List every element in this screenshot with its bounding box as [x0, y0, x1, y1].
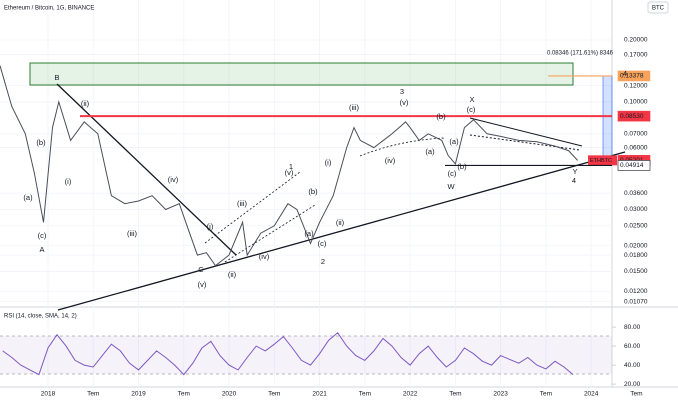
y-tick-label: 0.03600 [624, 190, 648, 197]
rsi-line [2, 332, 574, 376]
price-line [0, 65, 578, 267]
wave-label: W [447, 182, 455, 191]
wave-label: (b) [308, 187, 318, 196]
wave-label: (iv) [259, 252, 270, 261]
rsi-tick-label: 80.00 [624, 324, 641, 331]
y-tick-label: 0.01070 [624, 298, 648, 305]
wave-label: C [198, 265, 204, 274]
rsi-band [0, 336, 612, 374]
wave-label: (a) [23, 193, 33, 202]
x-tick-label: Tem [449, 391, 461, 398]
y-tick-label: 0.03000 [624, 206, 648, 213]
rsi-tick-label: 20.00 [624, 381, 641, 388]
x-tick-label: Tem [268, 391, 280, 398]
support-trendline [57, 151, 626, 311]
currency: BTC [652, 6, 665, 12]
arc-support [359, 137, 446, 157]
x-tick-label: Tem [630, 391, 642, 398]
wave-label: (v) [285, 168, 294, 177]
y-tick-label: 0.07000 [624, 131, 648, 138]
wave-label: (ii) [228, 270, 237, 279]
x-tick-label: Tem [178, 391, 190, 398]
wave-label: B [54, 73, 59, 82]
wave-label: (c) [318, 239, 327, 248]
y-tick-label: 0.01500 [624, 268, 648, 275]
price-label-box [617, 160, 651, 171]
wave-label: (ii) [336, 218, 345, 227]
y-tick-label: 0.12000 [624, 82, 648, 89]
x-tick-label: 2024 [584, 391, 599, 398]
marks [0, 65, 578, 376]
price-tag: ETHBTC [590, 158, 612, 164]
chart-title: Ethereum / Bitcoin, 1G, BINANCE [4, 6, 94, 12]
y-tick-label: 0.02500 [624, 223, 648, 230]
y-tick-label: 0.10000 [624, 99, 648, 106]
wave-label: Y [572, 167, 577, 176]
target-label: 0.08346 (171.61%) 8346 [547, 51, 614, 57]
wave-label: (c) [38, 231, 47, 240]
wave-label: (c) [467, 105, 476, 114]
x-tick-label: Tem [359, 391, 371, 398]
wave-label: (iii) [349, 103, 359, 112]
wedge-bottom [469, 134, 581, 151]
wave-label: A [39, 245, 44, 254]
wave-label: (iv) [168, 175, 179, 184]
wave-label: 1 [289, 162, 293, 171]
wave-label: (iii) [237, 199, 247, 208]
wave-label: (i) [325, 158, 332, 167]
price-tag-box [588, 155, 617, 166]
y-tick-label: 0.06000 [624, 144, 648, 151]
wave-label: (b) [36, 138, 46, 147]
x-tick-label: 2020 [222, 391, 237, 398]
x-tick-label: 2021 [312, 391, 327, 398]
wave-label: (v) [198, 280, 207, 289]
wave-label: (iv) [385, 156, 396, 165]
y-tick-label: 0.01800 [624, 252, 648, 259]
rsi-tick-label: 40.00 [624, 362, 641, 369]
wave-label: X [469, 95, 474, 104]
wave-label: (b) [457, 162, 467, 171]
wave-label: (c) [448, 169, 457, 178]
currency-box [647, 1, 669, 14]
wave-label: (a) [449, 137, 459, 146]
wave-label: (i) [65, 177, 72, 186]
price-label: 0.13378 [620, 73, 644, 80]
channel-bottom [224, 204, 316, 263]
y-tick-label: 0.01200 [624, 288, 648, 295]
x-tick-label: 2018 [41, 391, 56, 398]
x-tick-label: 2022 [403, 391, 418, 398]
x-tick-label: Tem [87, 391, 99, 398]
price-label: 0.04914 [620, 162, 644, 169]
y-tick-label: 0.17000 [624, 51, 648, 58]
wave-label: 3 [400, 87, 404, 96]
wave-label: 2 [321, 257, 325, 266]
wave-label: (iii) [127, 229, 137, 238]
rsi-tick-label: 60.00 [624, 343, 641, 350]
wave-label: (i) [207, 222, 214, 231]
wave-label: 4 [572, 176, 576, 185]
wave-label: (b) [436, 112, 446, 121]
price-label-box [617, 70, 651, 82]
wave-label: (a) [304, 229, 314, 238]
x-tick-label: 2019 [131, 391, 146, 398]
projection-box [602, 75, 613, 163]
x-tick-label: Tem [540, 391, 552, 398]
wave-label: (v) [400, 98, 409, 107]
target-zone [29, 62, 574, 86]
rsi-title: RSI (14, close, SMA, 14, 2) [4, 314, 77, 320]
price-label-box [617, 110, 651, 122]
wedge-top [469, 117, 583, 147]
wave-label: (ii) [81, 99, 90, 108]
grid [0, 0, 612, 387]
price-label: 0.08530 [620, 113, 644, 120]
resistance-trendline [56, 83, 237, 256]
wave-label: (a) [425, 147, 435, 156]
y-tick-label: 0.20000 [624, 37, 648, 44]
x-tick-label: 2023 [493, 391, 508, 398]
y-tick-label: 0.02000 [624, 242, 648, 249]
wave-label: 4 [623, 69, 627, 78]
